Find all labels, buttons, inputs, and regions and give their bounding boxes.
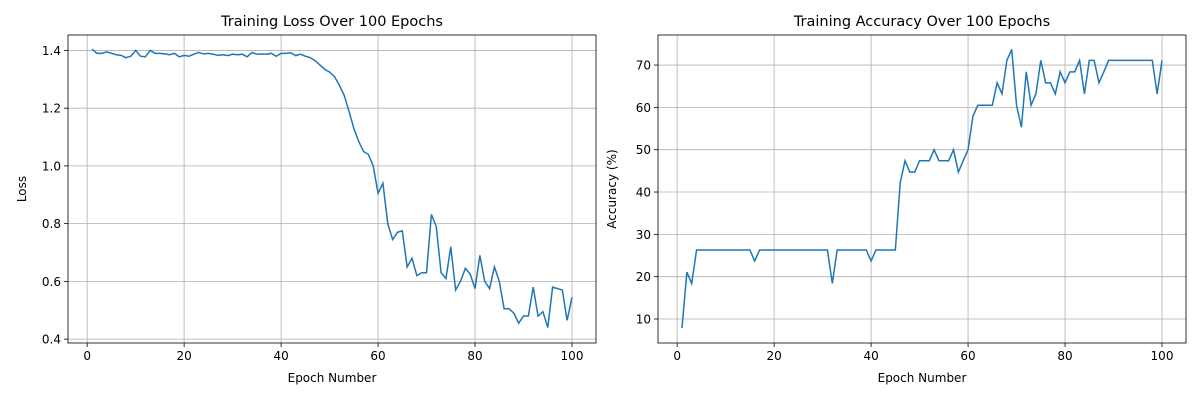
x-tick-label: 40: [273, 349, 288, 363]
y-tick-label: 1.4: [42, 44, 61, 58]
x-tick-label: 100: [1151, 349, 1174, 363]
y-tick-label: 70: [636, 59, 651, 73]
y-axis-label: Accuracy (%): [605, 149, 619, 228]
x-tick-label: 20: [176, 349, 191, 363]
x-tick-label: 0: [83, 349, 91, 363]
y-tick-label: 50: [636, 143, 651, 157]
line-series: [91, 48, 573, 328]
x-tick-label: 0: [673, 349, 681, 363]
y-tick-label: 0.4: [42, 333, 61, 347]
y-axis-label: Loss: [15, 176, 29, 202]
y-tick-label: 20: [636, 270, 651, 284]
x-tick-label: 80: [1057, 349, 1072, 363]
x-tick-label: 60: [370, 349, 385, 363]
y-tick-label: 1.2: [42, 102, 61, 116]
x-tick-label: 100: [561, 349, 584, 363]
y-tick-label: 1.0: [42, 159, 61, 173]
chart-title: Training Loss Over 100 Epochs: [220, 14, 443, 30]
y-tick-label: 60: [636, 101, 651, 115]
x-tick-label: 20: [766, 349, 781, 363]
line-series: [681, 49, 1163, 328]
x-tick-label: 80: [467, 349, 482, 363]
x-tick-label: 60: [960, 349, 975, 363]
chart-title: Training Accuracy Over 100 Epochs: [793, 14, 1050, 30]
x-axis-label: Epoch Number: [288, 371, 377, 385]
x-tick-label: 40: [863, 349, 878, 363]
plot-frame: [657, 34, 1187, 344]
y-tick-label: 40: [636, 186, 651, 200]
x-axis-label: Epoch Number: [878, 371, 967, 385]
y-tick-label: 10: [636, 313, 651, 327]
y-tick-label: 30: [636, 228, 651, 242]
plot-frame: [67, 34, 597, 344]
y-tick-label: 0.6: [42, 275, 61, 289]
y-tick-label: 0.8: [42, 217, 61, 231]
